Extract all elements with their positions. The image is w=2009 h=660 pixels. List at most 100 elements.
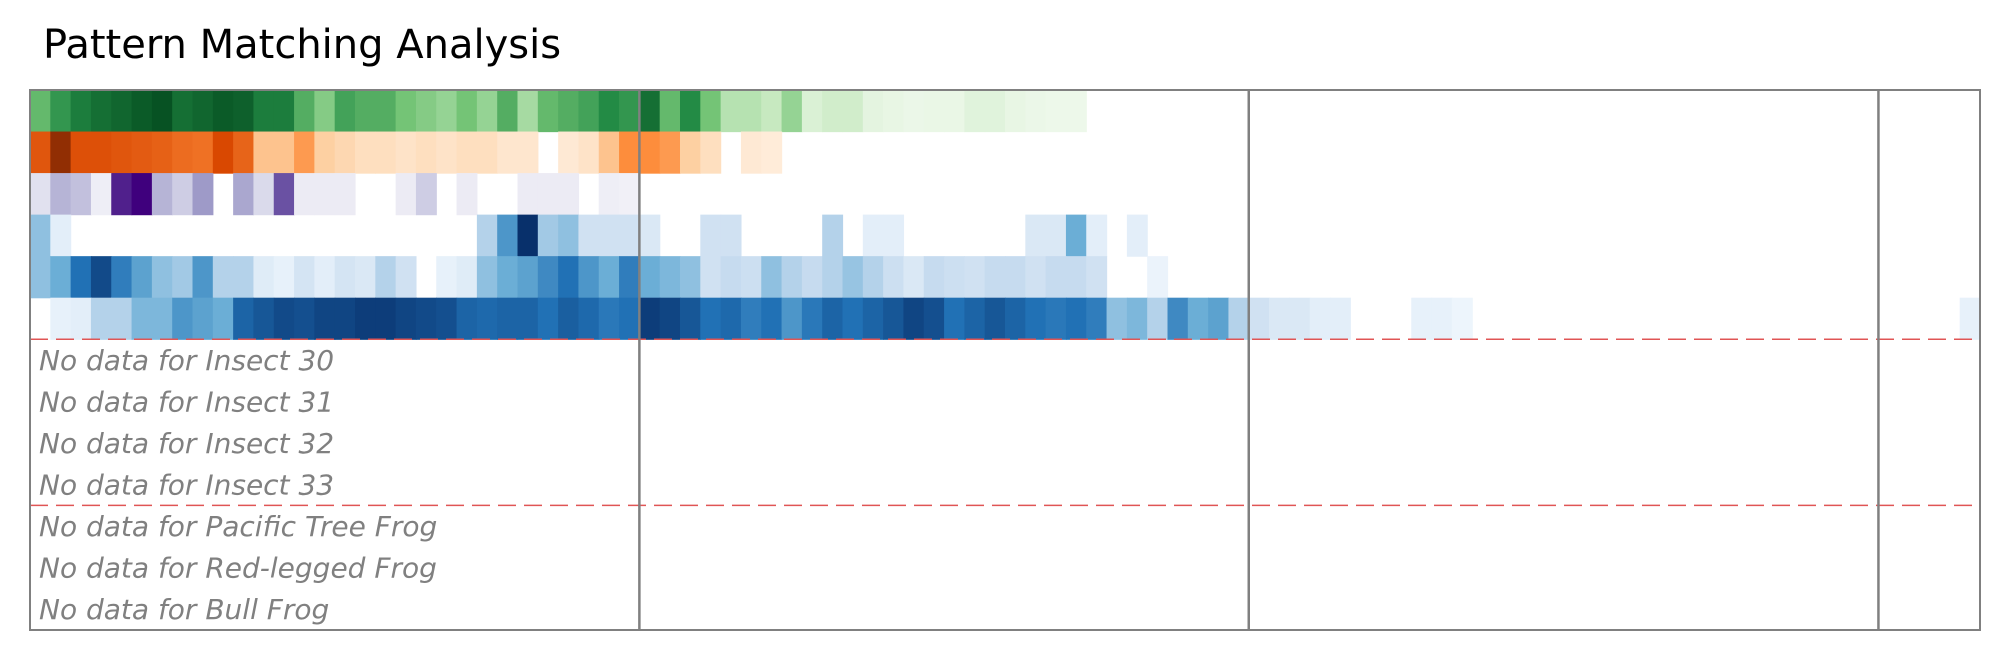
heatmap-cell: [944, 90, 965, 133]
heatmap-cell: [781, 297, 803, 340]
heatmap-cell: [70, 173, 92, 216]
heatmap-cell: [1086, 256, 1108, 299]
heatmap-cell: [801, 256, 823, 299]
heatmap-cell: [964, 90, 986, 133]
heatmap-cell: [578, 90, 600, 133]
heatmap-cell: [111, 173, 133, 216]
heatmap-cell: [659, 297, 681, 340]
no-data-label: No data for Red-legged Frog: [39, 552, 437, 585]
heatmap-cell: [50, 297, 72, 340]
group-separators: [30, 338, 1980, 507]
heatmap-cell: [151, 90, 173, 133]
heatmap-cell: [476, 90, 498, 133]
heatmap-cell: [355, 256, 376, 299]
heatmap-cell: [883, 256, 905, 299]
heatmap-cell: [883, 214, 905, 257]
heatmap-cell: [680, 256, 701, 299]
heatmap-cell: [619, 297, 640, 340]
heatmap-cell: [294, 297, 315, 340]
heatmap-cell: [294, 131, 315, 174]
heatmap-cell: [598, 131, 620, 174]
heatmap-cell: [517, 214, 539, 257]
heatmap-cell: [619, 90, 640, 133]
heatmap-cell: [233, 297, 255, 340]
heatmap-cell: [578, 256, 600, 299]
heatmap-cell: [740, 297, 762, 340]
heatmap-cell: [1126, 297, 1148, 340]
heatmap-cell: [70, 131, 92, 174]
heatmap-cell: [842, 90, 864, 133]
heatmap-cell: [415, 297, 437, 340]
heatmap-cell: [151, 131, 173, 174]
heatmap-cell: [436, 90, 458, 133]
heatmap-cell: [903, 90, 925, 133]
heatmap-cell: [1187, 297, 1209, 340]
heatmap-cell: [619, 214, 640, 257]
heatmap-cell: [253, 131, 275, 174]
heatmap-cell: [456, 256, 478, 299]
heatmap-cell: [50, 256, 72, 299]
heatmap-cell: [1208, 297, 1230, 340]
heatmap-cell: [1025, 256, 1047, 299]
heatmap-cell: [375, 90, 397, 133]
heatmap-cell: [212, 90, 234, 133]
heatmap-cell: [761, 297, 783, 340]
heatmap-cell: [70, 297, 92, 340]
heatmap-cell: [1045, 256, 1067, 299]
heatmap-cell: [944, 297, 965, 340]
heatmap-cell: [476, 297, 498, 340]
no-data-label: No data for Insect 31: [39, 386, 334, 419]
heatmap-cell: [517, 90, 539, 133]
heatmap-cell: [50, 214, 72, 257]
heatmap-cell: [497, 131, 519, 174]
heatmap-cell: [578, 297, 600, 340]
heatmap-cell: [1431, 297, 1453, 340]
heatmap-cell: [375, 131, 397, 174]
heatmap-cell: [456, 173, 478, 216]
heatmap-cell: [740, 256, 762, 299]
heatmap-cell: [842, 297, 864, 340]
heatmap-cell: [801, 297, 823, 340]
heatmap-cell: [862, 90, 884, 133]
heatmap-cell: [233, 173, 255, 216]
heatmap-cell: [781, 90, 803, 133]
heatmap-cell: [192, 256, 214, 299]
heatmap-cell: [334, 90, 356, 133]
heatmap-cell: [273, 131, 295, 174]
heatmap-cell: [1045, 214, 1067, 257]
heatmap-cell: [761, 90, 783, 133]
heatmap-cell: [476, 256, 498, 299]
heatmap-cell: [537, 90, 559, 133]
heatmap-cell: [1126, 214, 1148, 257]
heatmap-cell: [1167, 297, 1189, 340]
heatmap-cell: [294, 90, 315, 133]
heatmap-cell: [862, 214, 884, 257]
heatmap-cell: [598, 297, 620, 340]
heatmap-cell: [1411, 297, 1433, 340]
heatmap-cell: [456, 131, 478, 174]
heatmap-cell: [822, 297, 844, 340]
heatmap-cell: [375, 297, 397, 340]
heatmap-cell: [598, 214, 620, 257]
no-data-label: No data for Insect 30: [39, 344, 334, 377]
heatmap-cell: [720, 90, 742, 133]
heatmap-cell: [151, 297, 173, 340]
heatmap-cell: [1065, 90, 1087, 133]
heatmap-cell: [212, 256, 234, 299]
heatmap-cell: [720, 214, 742, 257]
heatmap-cell: [781, 256, 803, 299]
heatmap-cell: [517, 297, 539, 340]
heatmap-cell: [50, 131, 72, 174]
heatmap-cell: [680, 131, 701, 174]
heatmap-cell: [314, 256, 336, 299]
heatmap-cell: [294, 173, 315, 216]
heatmap-cell: [537, 297, 559, 340]
no-data-label: No data for Pacific Tree Frog: [39, 510, 437, 543]
heatmap-cell: [172, 297, 194, 340]
heatmap-cell: [680, 90, 701, 133]
heatmap-cell: [517, 131, 539, 174]
heatmap-cell: [923, 90, 945, 133]
heatmap-cell: [842, 256, 864, 299]
plot-frame: [29, 89, 1981, 631]
heatmap-cell: [90, 131, 112, 174]
